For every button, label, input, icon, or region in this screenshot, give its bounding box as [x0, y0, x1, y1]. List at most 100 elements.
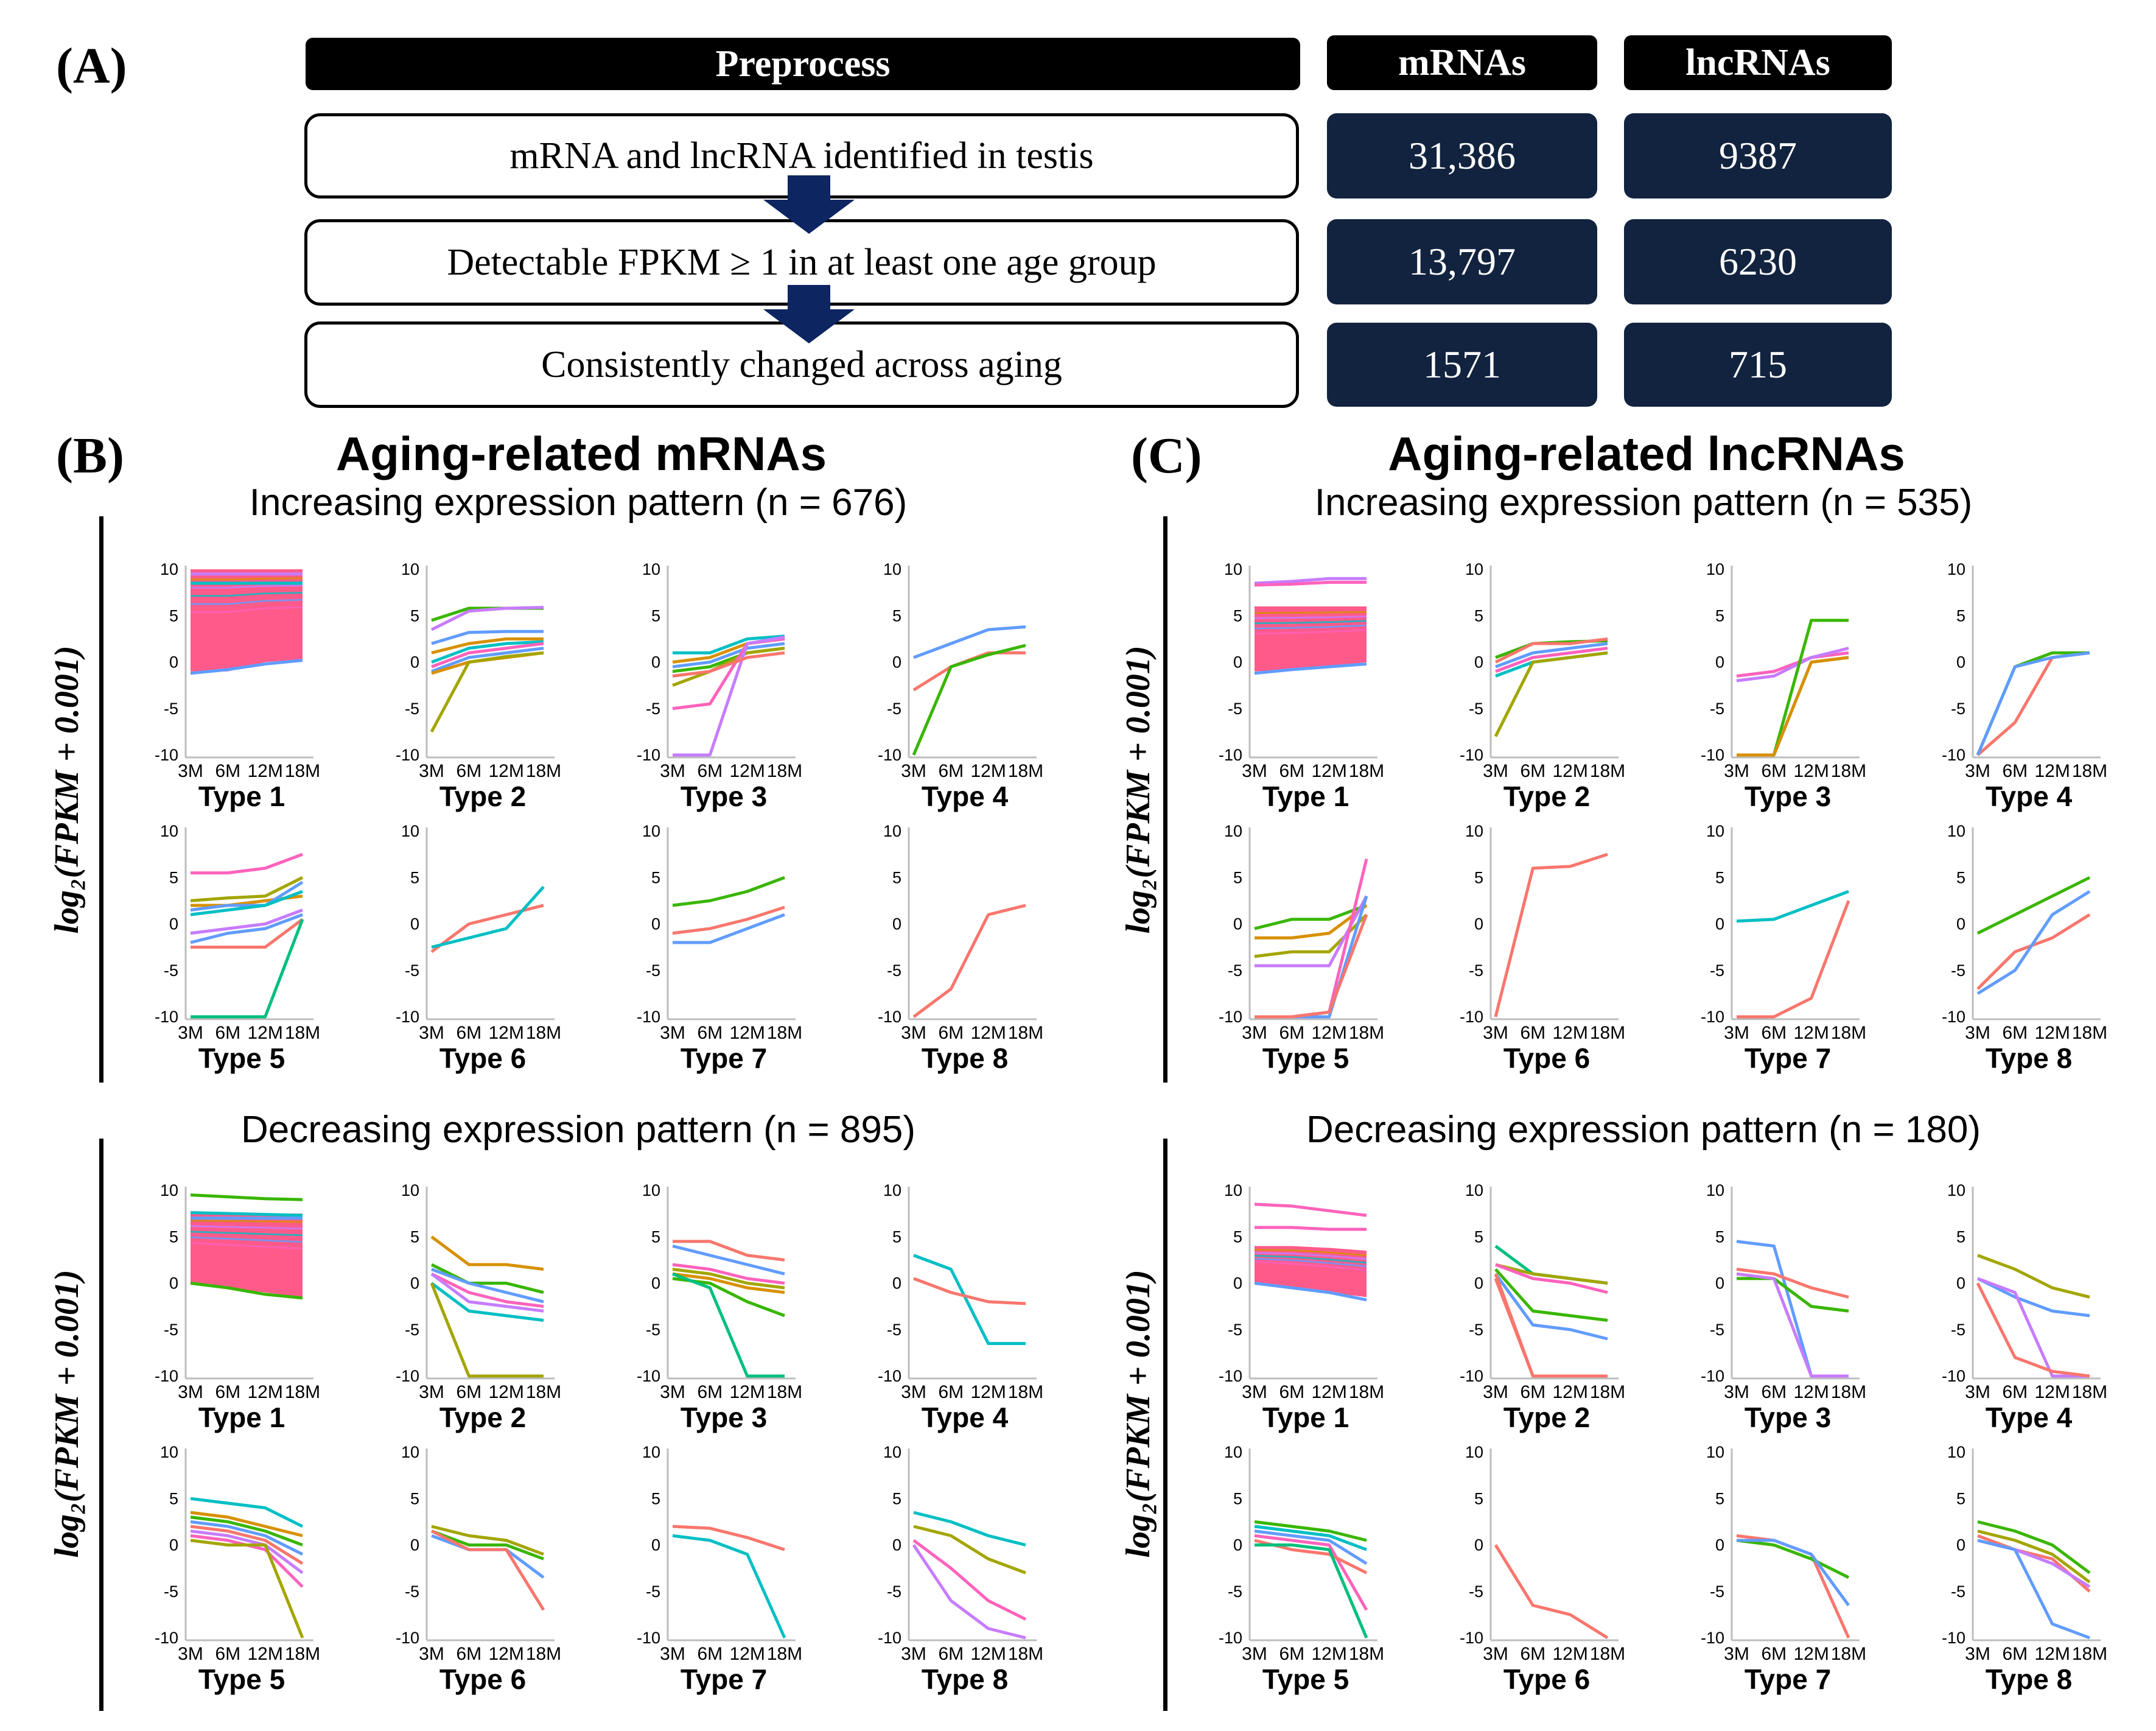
- type-label: Type 4: [922, 1402, 1009, 1433]
- mrna-count-identified: 31,386: [1327, 113, 1597, 198]
- series-line: [673, 913, 785, 944]
- series-line: [1977, 1539, 2090, 1640]
- x-tick-label: 6M: [215, 1644, 240, 1664]
- y-tick-label: 0: [1715, 1274, 1724, 1293]
- series-line: [1495, 1263, 1608, 1285]
- y-tick-label: 10: [642, 560, 660, 578]
- x-tick-label: 3M: [419, 761, 444, 781]
- y-tick-label: 0: [1233, 915, 1242, 933]
- y-tick-label: -10: [1701, 1367, 1724, 1385]
- series-line: [430, 1529, 545, 1611]
- series-line: [1255, 904, 1368, 939]
- series-line: [672, 651, 785, 678]
- y-tick-label: 0: [1715, 653, 1724, 672]
- y-tick-label: 0: [1956, 915, 1965, 933]
- x-tick-label: 3M: [901, 1023, 926, 1043]
- panel-c-title: Aging-related lncRNAs: [1388, 427, 1905, 480]
- x-tick-label: 3M: [660, 1023, 685, 1043]
- vertical-bar: [99, 516, 103, 1083]
- y-tick-label: -5: [646, 961, 660, 980]
- x-tick-label: 3M: [1483, 1644, 1508, 1664]
- series-line: [1495, 647, 1608, 673]
- series-line: [190, 880, 304, 912]
- series-line: [1736, 1539, 1850, 1579]
- y-tick-label: -10: [878, 1629, 901, 1647]
- y-tick-label: 5: [410, 1227, 419, 1246]
- y-tick-label: 0: [1956, 1536, 1965, 1554]
- y-tick-label: 5: [410, 868, 419, 887]
- y-tick-label: -5: [1228, 1582, 1242, 1601]
- series-line: [912, 651, 1026, 692]
- x-tick-label: 3M: [901, 1644, 926, 1664]
- series-line: [672, 1525, 785, 1551]
- y-tick-label: -5: [1228, 1321, 1242, 1339]
- series-line: [673, 634, 785, 655]
- x-tick-label: 6M: [456, 1382, 481, 1402]
- series-line: [913, 1511, 1026, 1547]
- y-tick-label: -5: [646, 1582, 660, 1601]
- type-label: Type 1: [198, 781, 285, 812]
- y-tick-label: 5: [892, 1489, 901, 1508]
- series-line: [430, 1263, 544, 1294]
- y-tick-label: 5: [1233, 606, 1242, 625]
- series-line: [190, 1193, 303, 1201]
- x-tick-label: 3M: [901, 1382, 926, 1402]
- series-line: [1737, 1539, 1850, 1607]
- x-tick-label: 12M: [488, 761, 523, 781]
- series-line: [912, 1544, 1026, 1640]
- series-line: [190, 1529, 304, 1575]
- y-tick-label: -10: [1219, 746, 1242, 764]
- type-label: Type 6: [1503, 1663, 1590, 1695]
- lncrnas-header: lncRNAs: [1624, 35, 1892, 90]
- series-line: [1254, 577, 1367, 585]
- y-tick-label: -5: [164, 1321, 178, 1339]
- y-tick-label: 10: [1465, 822, 1483, 840]
- type-label: Type 5: [198, 1042, 285, 1074]
- series-line: [431, 630, 544, 645]
- y-tick-label: 10: [1224, 560, 1242, 578]
- series-line: [1495, 1263, 1608, 1294]
- x-tick-label: 6M: [938, 1382, 964, 1402]
- y-tick-label: 0: [1956, 653, 1965, 672]
- y-tick-label: -5: [1228, 961, 1242, 980]
- y-tick-label: 5: [1715, 1227, 1724, 1246]
- type-label: Type 5: [1262, 1042, 1349, 1074]
- x-tick-label: 6M: [456, 1023, 481, 1043]
- x-tick-label: 18M: [285, 1023, 320, 1043]
- x-tick-label: 18M: [2072, 1644, 2107, 1664]
- type-label: Type 3: [1745, 781, 1831, 812]
- series-line: [1254, 611, 1367, 614]
- y-tick-label: 10: [401, 1181, 419, 1199]
- y-tick-label: 5: [892, 606, 901, 625]
- y-tick-label: -5: [1469, 1321, 1483, 1339]
- y-tick-label: -10: [1219, 1629, 1242, 1647]
- y-tick-label: -10: [878, 746, 901, 764]
- vertical-bar: [1163, 1139, 1167, 1711]
- type-label: Type 8: [922, 1663, 1008, 1695]
- type-label: Type 7: [1745, 1663, 1831, 1695]
- x-tick-label: 12M: [247, 1644, 282, 1664]
- x-tick-label: 3M: [178, 1023, 203, 1043]
- y-tick-label: 10: [160, 822, 178, 840]
- x-tick-label: 18M: [767, 1644, 802, 1664]
- series-line: [1736, 647, 1849, 683]
- series-line: [1254, 1260, 1367, 1271]
- x-tick-label: 3M: [178, 1644, 203, 1664]
- series-line: [431, 647, 544, 673]
- type-label: Type 3: [1745, 1402, 1831, 1433]
- x-tick-label: 6M: [1520, 1023, 1545, 1043]
- series-line: [1494, 852, 1608, 1017]
- x-tick-label: 6M: [1520, 1644, 1545, 1664]
- series-line: [191, 585, 303, 589]
- x-tick-label: 18M: [285, 1382, 320, 1402]
- series-line: [191, 599, 303, 605]
- x-tick-label: 12M: [970, 1023, 1006, 1043]
- x-tick-label: 6M: [1279, 761, 1304, 781]
